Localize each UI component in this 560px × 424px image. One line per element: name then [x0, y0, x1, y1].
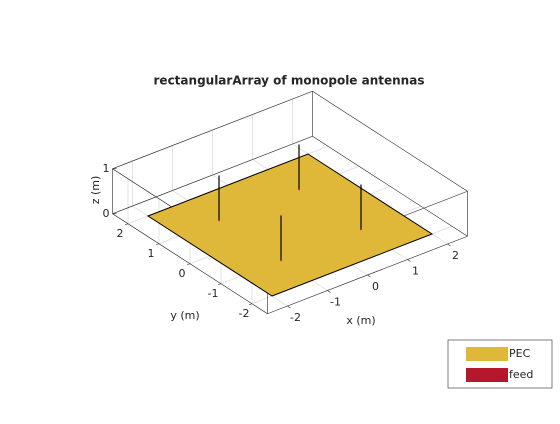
ground-plane	[146, 153, 434, 297]
tick-mark	[407, 259, 411, 262]
tick-mark	[327, 290, 331, 293]
y-tick-label: 2	[117, 227, 124, 240]
tick-mark	[186, 263, 191, 266]
y-tick-label: 1	[148, 247, 155, 260]
feed	[360, 228, 362, 231]
x-tick-label: 2	[452, 249, 459, 262]
legend-swatch	[466, 347, 508, 361]
z-tick-label: 1	[103, 162, 110, 175]
x-tick-label: 1	[412, 265, 419, 278]
legend-swatch	[466, 368, 508, 382]
feed	[280, 259, 282, 262]
x-tick-label: 0	[372, 280, 379, 293]
tick-mark	[447, 243, 451, 247]
x-tick-label: -1	[330, 296, 341, 309]
box-edge	[112, 90, 313, 170]
y-tick-label: 0	[179, 267, 186, 280]
x-tick-label: -2	[290, 311, 301, 324]
x-axis-label: x (m)	[346, 314, 375, 327]
tick-mark	[367, 274, 371, 278]
y-axis-label: y (m)	[170, 309, 199, 322]
legend-label: PEC	[509, 347, 531, 360]
y-tick-label: -2	[239, 307, 250, 320]
chart-title: rectangularArray of monopole antennas	[154, 74, 425, 88]
feed	[218, 219, 220, 222]
box-edge	[312, 135, 468, 237]
tick-mark	[287, 305, 291, 309]
tick-mark	[124, 223, 129, 226]
y-tick-label: -1	[208, 287, 219, 300]
z-axis-label: z (m)	[89, 176, 102, 205]
tick-mark	[248, 303, 253, 306]
box-edge	[312, 90, 468, 192]
legend-label: feed	[509, 368, 533, 381]
z-tick-label: 0	[103, 207, 110, 220]
box-edge	[112, 135, 313, 215]
tick-mark	[155, 243, 160, 246]
feed	[298, 188, 300, 191]
tick-mark	[217, 283, 222, 286]
